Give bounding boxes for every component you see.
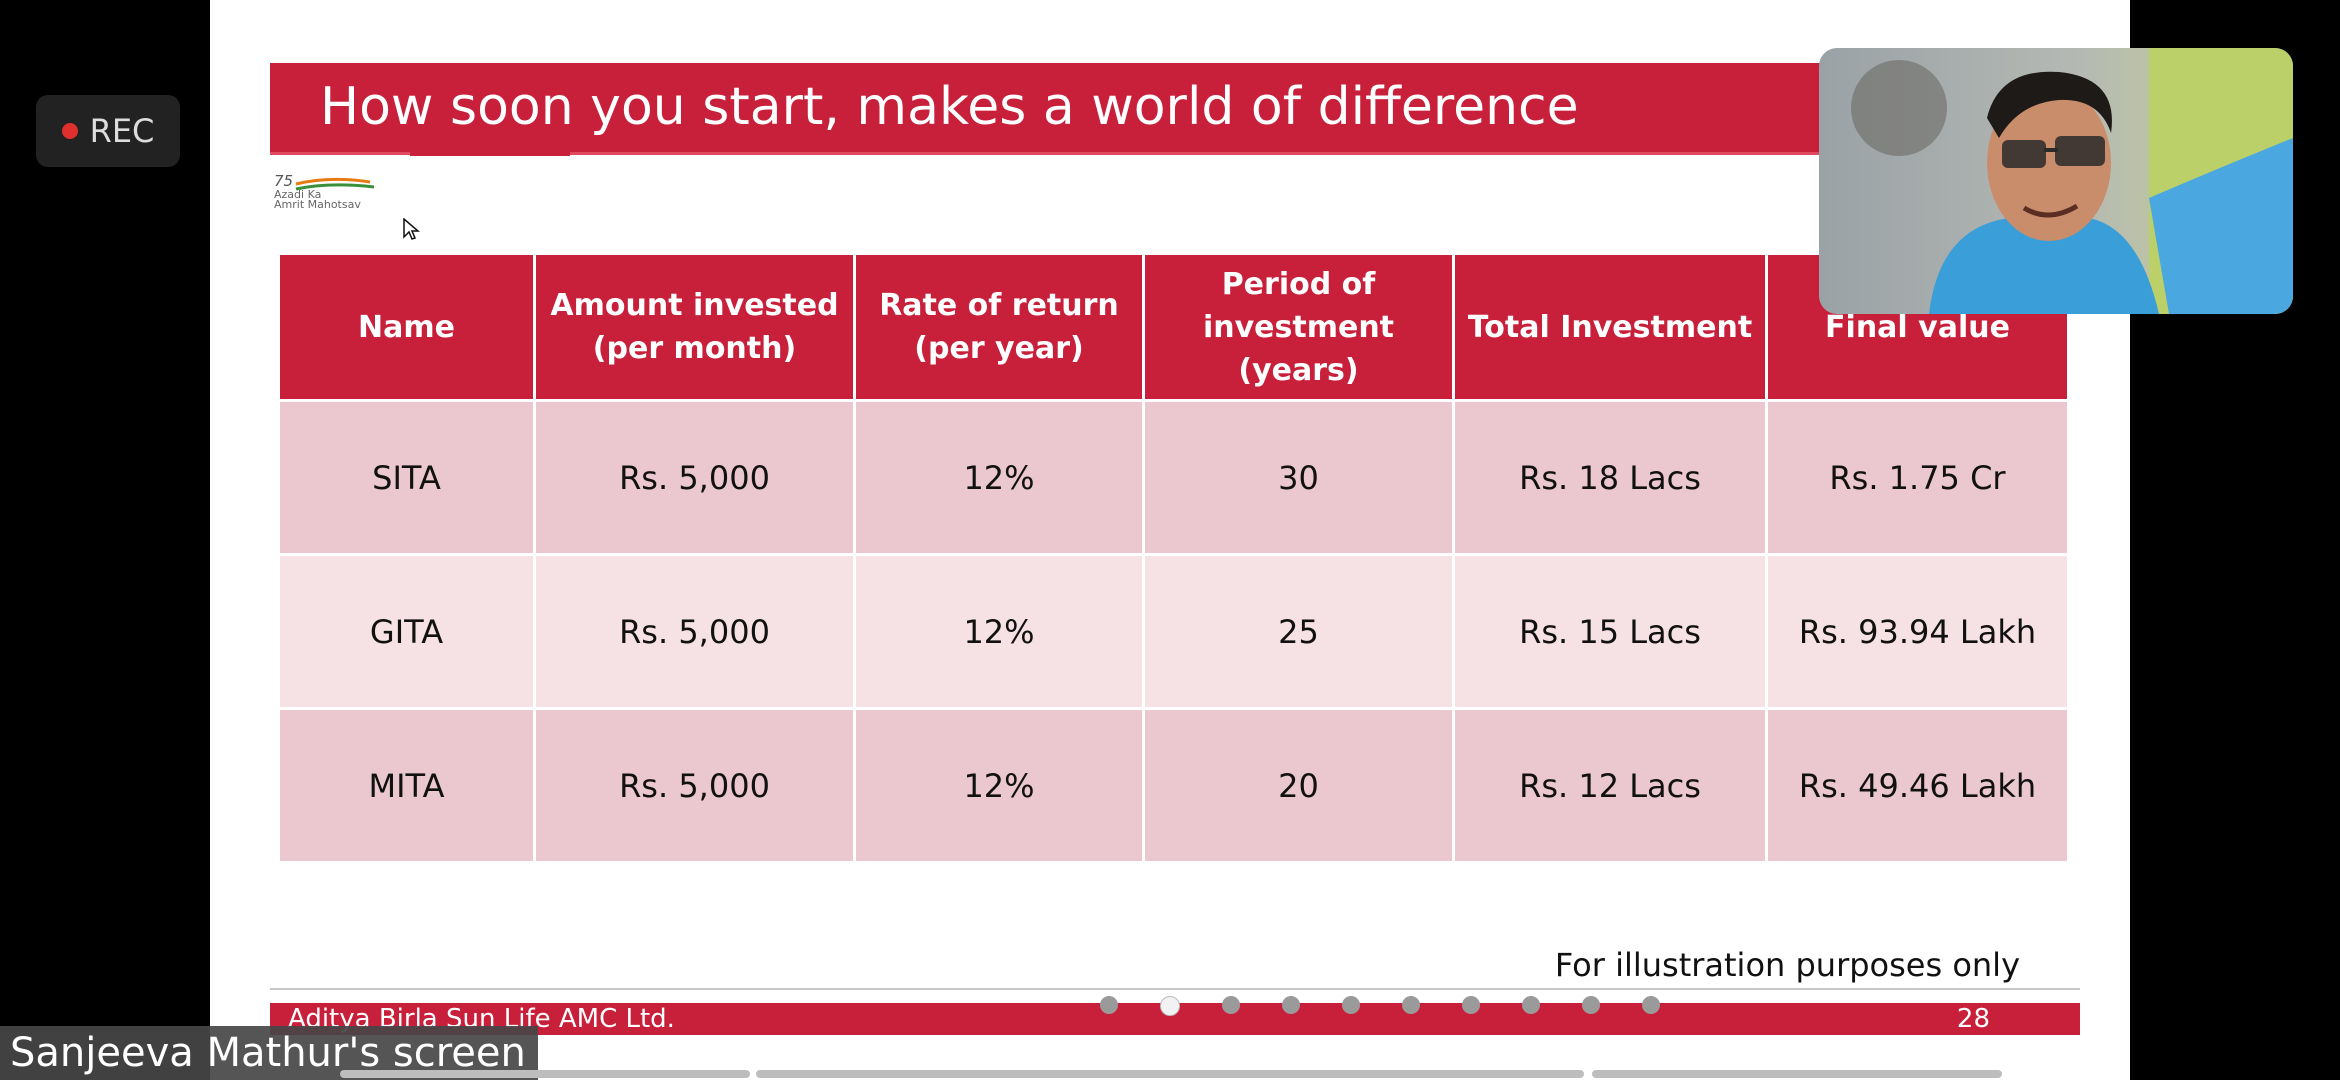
- table-header-row: Name Amount invested (per month) Rate of…: [277, 252, 2070, 402]
- slide-nav-dot[interactable]: [1100, 996, 1118, 1014]
- scroll-indicator[interactable]: [340, 1070, 750, 1078]
- table-cell: 25: [1142, 553, 1455, 710]
- table-cell: 12%: [853, 707, 1145, 864]
- table-cell: Rs. 18 Lacs: [1452, 399, 1768, 556]
- scroll-indicator[interactable]: [756, 1070, 1584, 1078]
- table-cell: MITA: [277, 707, 536, 864]
- slide-nav-dot[interactable]: [1342, 996, 1360, 1014]
- table-cell: Rs. 1.75 Cr: [1765, 399, 2070, 556]
- slide-nav-dot[interactable]: [1582, 996, 1600, 1014]
- illustration-footnote: For illustration purposes only: [1554, 946, 2020, 984]
- table-cell: 20: [1142, 707, 1455, 864]
- column-header: Final value: [1765, 252, 2070, 402]
- table-cell: Rs. 15 Lacs: [1452, 553, 1768, 710]
- slide-nav-dot[interactable]: [1160, 996, 1180, 1016]
- table-cell: Rs. 49.46 Lakh: [1765, 707, 2070, 864]
- slide-nav-dot[interactable]: [1222, 996, 1240, 1014]
- column-header: Period of investment (years): [1142, 252, 1455, 402]
- slide-nav-dot[interactable]: [1522, 996, 1540, 1014]
- slide-title-bar: How soon you start, makes a world of dif…: [270, 63, 2085, 155]
- slide-title: How soon you start, makes a world of dif…: [320, 77, 1579, 137]
- table-cell: Rs. 5,000: [533, 399, 856, 556]
- table-cell: Rs. 12 Lacs: [1452, 707, 1768, 864]
- table-row: GITA Rs. 5,000 12% 25 Rs. 15 Lacs Rs. 93…: [277, 553, 2070, 710]
- column-header: Rate of return (per year): [853, 252, 1145, 402]
- azadi-ka-amrit-mahotsav-logo: 75 Azadi Ka Amrit Mahotsav: [274, 172, 375, 210]
- table-cell: 12%: [853, 553, 1145, 710]
- table-cell: Rs. 5,000: [533, 553, 856, 710]
- recording-indicator: REC: [36, 95, 180, 167]
- recording-label: REC: [89, 112, 155, 150]
- table-row: MITA Rs. 5,000 12% 20 Rs. 12 Lacs Rs. 49…: [277, 707, 2070, 864]
- column-header: Total Investment: [1452, 252, 1768, 402]
- table-row: SITA Rs. 5,000 12% 30 Rs. 18 Lacs Rs. 1.…: [277, 399, 2070, 556]
- column-header: Name: [277, 252, 536, 402]
- table-cell: 30: [1142, 399, 1455, 556]
- svg-text:75: 75: [274, 172, 293, 190]
- record-dot-icon: [61, 123, 78, 139]
- slide-page-number: 28: [1956, 1004, 1990, 1034]
- table-cell: GITA: [277, 553, 536, 710]
- participant-video-thumbnail: [1819, 48, 2293, 314]
- table-cell: 12%: [853, 399, 1145, 556]
- investment-comparison-table: Name Amount invested (per month) Rate of…: [277, 252, 2070, 864]
- table-cell: Rs. 93.94 Lakh: [1765, 553, 2070, 710]
- slide-navigation-dots: [1100, 996, 1660, 1016]
- screen-share-label: Sanjeeva Mathur's screen: [0, 1026, 538, 1080]
- column-header: Amount invested (per month): [533, 252, 856, 402]
- table-cell: Rs. 5,000: [533, 707, 856, 864]
- slide-nav-dot[interactable]: [1642, 996, 1660, 1014]
- svg-text:Azadi Ka: Azadi Ka: [274, 188, 321, 201]
- slide-nav-dot[interactable]: [1462, 996, 1480, 1014]
- scroll-indicator[interactable]: [1592, 1070, 2002, 1078]
- table-cell: SITA: [277, 399, 536, 556]
- slide-nav-dot[interactable]: [1282, 996, 1300, 1014]
- footer-divider: [270, 988, 2080, 990]
- svg-text:Amrit Mahotsav: Amrit Mahotsav: [274, 198, 361, 210]
- participant-video-tile[interactable]: [1819, 48, 2293, 314]
- mouse-pointer-icon: [403, 218, 421, 240]
- presentation-slide: How soon you start, makes a world of dif…: [210, 0, 2130, 1080]
- title-underline: [410, 152, 570, 156]
- slide-nav-dot[interactable]: [1402, 996, 1420, 1014]
